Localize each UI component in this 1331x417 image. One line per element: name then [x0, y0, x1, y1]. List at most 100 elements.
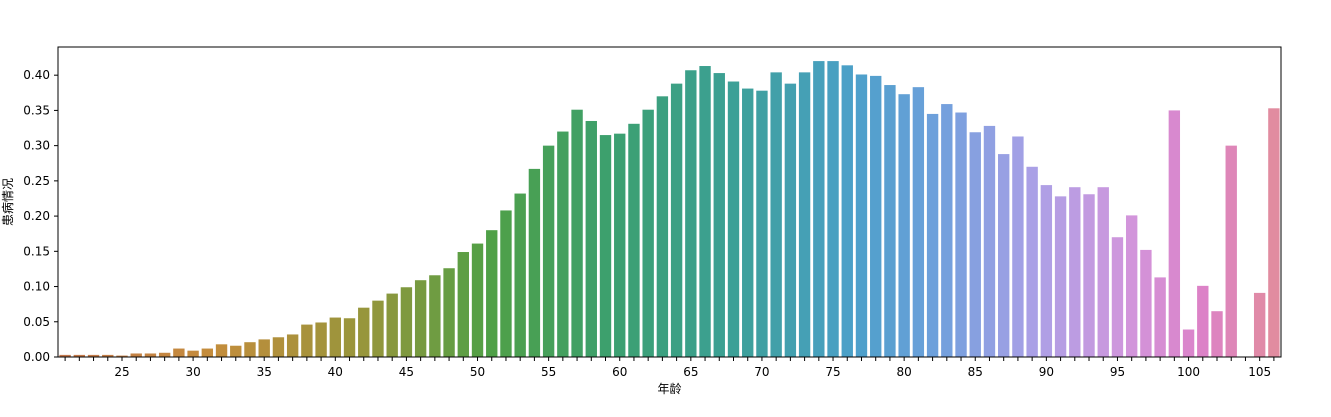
bar-age-44 [386, 293, 398, 357]
bar-age-89 [1026, 166, 1038, 357]
bar-age-60 [614, 133, 626, 357]
bar-age-53 [514, 193, 526, 357]
bar-age-77 [855, 74, 868, 357]
bar-age-57 [571, 109, 583, 357]
x-tick-label: 40 [328, 365, 343, 379]
x-tick-label: 25 [114, 365, 129, 379]
y-tick-label: 0.30 [23, 139, 50, 153]
bar-age-103 [1225, 145, 1237, 357]
bar-age-71 [770, 72, 782, 358]
bar-age-78 [870, 75, 882, 357]
y-tick-label: 0.05 [23, 315, 50, 329]
bar-age-66 [699, 66, 711, 358]
bar-age-21 [59, 354, 71, 357]
x-tick-label: 45 [399, 365, 414, 379]
bar-age-75 [827, 61, 839, 358]
bar-age-100 [1182, 329, 1195, 357]
y-tick-label: 0.25 [23, 174, 50, 188]
bar-age-52 [500, 210, 512, 357]
bar-age-34 [244, 342, 256, 357]
bar-age-76 [841, 65, 853, 357]
bar-age-50 [471, 243, 484, 357]
x-tick-label: 80 [897, 365, 912, 379]
x-tick-label: 100 [1177, 365, 1200, 379]
bar-age-55 [542, 145, 555, 357]
x-tick-label: 75 [825, 365, 840, 379]
y-tick-label: 0.40 [23, 68, 50, 82]
bar-age-59 [599, 135, 612, 357]
bar-age-48 [443, 268, 455, 357]
bar-age-40 [329, 317, 341, 357]
x-tick-label: 35 [257, 365, 272, 379]
bar-age-46 [414, 280, 427, 357]
bar-age-73 [798, 72, 811, 358]
bar-age-69 [742, 88, 754, 357]
bar-age-42 [358, 307, 370, 357]
y-tick-label: 0.00 [23, 350, 50, 364]
bar-age-86 [983, 125, 996, 357]
x-tick-label: 90 [1039, 365, 1054, 379]
y-axis-label: 患病情况 [0, 178, 15, 226]
x-axis: 25 30 35 40 45 50 55 60 65 70 75 80 85 90 95 100 105 [64, 357, 1275, 379]
bar-age-35 [258, 339, 270, 357]
bar-age-63 [656, 96, 669, 357]
bar-age-106 [1268, 108, 1280, 357]
bar-age-87 [998, 154, 1010, 357]
bar-age-79 [884, 85, 896, 358]
bar-age-81 [912, 87, 925, 357]
bar-age-95 [1111, 237, 1124, 357]
x-tick-label: 65 [683, 365, 698, 379]
bar-age-39 [315, 322, 327, 357]
bar-age-68 [727, 81, 740, 358]
bar-age-54 [528, 168, 541, 357]
x-tick-label: 95 [1110, 365, 1125, 379]
bar-age-91 [1054, 196, 1067, 357]
bar-age-88 [1012, 136, 1024, 357]
bar-age-64 [670, 83, 683, 357]
bar-age-30 [187, 350, 199, 357]
bar-age-25 [116, 355, 128, 357]
y-tick-label: 0.10 [23, 280, 50, 294]
bar-age-37 [286, 334, 299, 357]
y-tick-label: 0.20 [23, 209, 50, 223]
bar-age-67 [713, 73, 725, 357]
bar-age-56 [557, 131, 569, 357]
bar-age-33 [230, 345, 242, 357]
bar-age-61 [628, 123, 640, 357]
bar-age-83 [941, 104, 953, 357]
bar-age-29 [173, 348, 185, 357]
bars [59, 61, 1280, 358]
bar-age-51 [486, 230, 498, 357]
x-tick-label: 30 [185, 365, 200, 379]
bar-age-93 [1083, 194, 1095, 357]
bar-age-85 [969, 132, 981, 357]
bar-age-97 [1140, 249, 1152, 357]
bar-age-94 [1097, 187, 1109, 357]
bar-age-43 [372, 300, 384, 357]
bar-age-41 [343, 318, 356, 357]
bar-age-80 [898, 94, 910, 357]
y-axis: 0.00 0.05 0.10 0.15 0.20 0.25 0.30 0.35 0.40 [23, 68, 58, 364]
bar-age-102 [1211, 311, 1223, 357]
bar-age-90 [1040, 185, 1053, 357]
bar-age-58 [585, 120, 597, 357]
plot-frame [57, 46, 1282, 358]
bar-age-36 [272, 337, 285, 357]
bar-age-22 [73, 354, 86, 357]
bar-age-24 [102, 354, 114, 357]
bar-age-32 [215, 344, 228, 357]
bar-age-65 [685, 70, 697, 357]
x-tick-label: 70 [754, 365, 769, 379]
x-axis-label: 年龄 [657, 382, 681, 396]
bar-age-47 [429, 275, 441, 357]
bar-age-105 [1253, 292, 1266, 357]
bar-age-96 [1125, 215, 1138, 357]
x-tick-label: 55 [541, 365, 556, 379]
bar-age-82 [926, 113, 939, 358]
bar-age-92 [1069, 187, 1081, 357]
bar-age-74 [813, 61, 825, 358]
x-tick-label: 85 [968, 365, 983, 379]
y-tick-label: 0.15 [23, 244, 50, 258]
x-tick-label: 60 [612, 365, 627, 379]
